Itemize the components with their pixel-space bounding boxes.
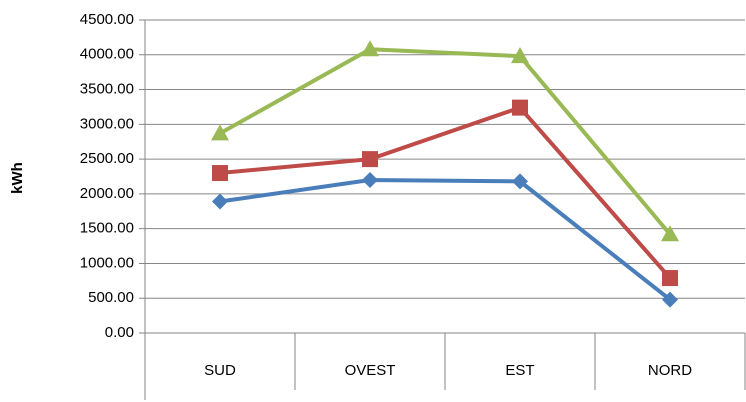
series-line <box>219 105 672 280</box>
marker <box>512 99 528 116</box>
marker <box>662 291 678 308</box>
marker <box>512 173 528 190</box>
x-tick-label: EST <box>505 362 534 379</box>
marker <box>362 171 378 188</box>
y-axis-title: kWh <box>9 162 26 194</box>
marker <box>361 40 379 57</box>
marker <box>212 193 228 210</box>
series-line <box>219 47 672 236</box>
marker <box>212 165 228 182</box>
x-tick-label: NORD <box>648 362 692 379</box>
marker <box>662 270 678 287</box>
y-tick-label: 3500.00 <box>80 81 134 98</box>
y-tick-label: 1000.00 <box>80 254 134 271</box>
x-tick-label: OVEST <box>345 362 396 379</box>
y-tick-label: 4500.00 <box>80 11 134 28</box>
y-tick-label: 4000.00 <box>80 46 134 63</box>
marker <box>362 151 378 168</box>
y-tick-label: 3000.00 <box>80 115 134 132</box>
marker <box>661 225 679 242</box>
x-tick-label: SUD <box>204 362 236 379</box>
marker <box>511 47 529 64</box>
y-tick-label: 0.00 <box>105 324 134 341</box>
y-tick-label: 500.00 <box>88 289 134 306</box>
y-tick-label: 2500.00 <box>80 150 134 167</box>
y-tick-label: 2000.00 <box>80 185 134 202</box>
series-line <box>219 177 672 302</box>
y-tick-label: 1500.00 <box>80 220 134 237</box>
marker <box>211 124 229 141</box>
